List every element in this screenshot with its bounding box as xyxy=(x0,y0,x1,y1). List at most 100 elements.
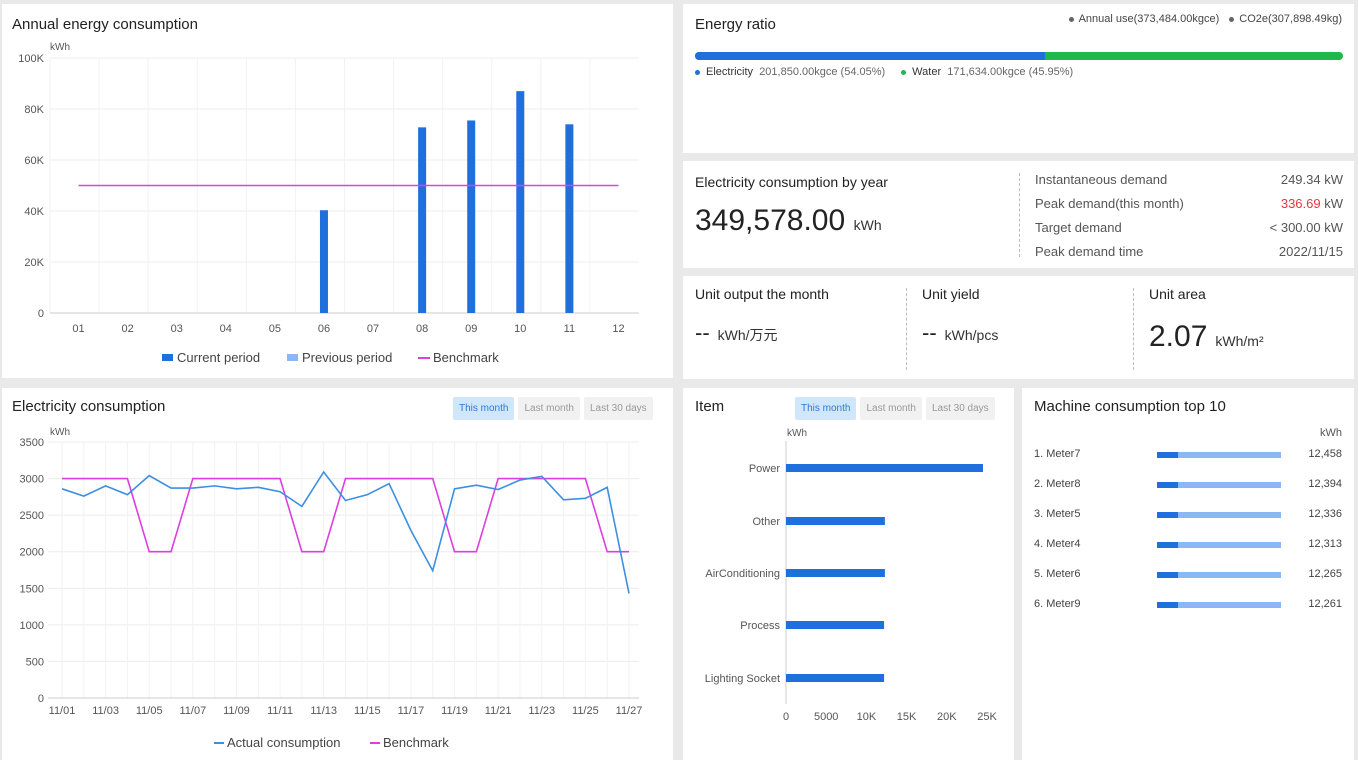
elec-xtick: 11/01 xyxy=(49,705,76,717)
annual-xtick: 12 xyxy=(612,323,624,335)
demand-value: < 300.00 kW xyxy=(1269,220,1343,235)
machine-name: 2. Meter8 xyxy=(1034,478,1081,490)
item-panel: Item kWh 0 5000 10K 15K 20K 25K Power Other AirCo… xyxy=(683,388,1014,760)
item-category-label: Power xyxy=(749,463,781,475)
annual-xtick: 11 xyxy=(564,323,575,335)
item-tab-this-month[interactable]: This month xyxy=(795,397,857,420)
annual-bar-current xyxy=(516,91,525,314)
demand-value: 249.34 kW xyxy=(1280,172,1343,187)
elec-xtick: 11/17 xyxy=(398,705,425,717)
item-category-label: AirConditioning xyxy=(705,568,780,580)
elec-xtick: 11/05 xyxy=(136,705,163,717)
annual-ytick: 80K xyxy=(24,104,44,116)
machine-bar-fill xyxy=(1157,512,1179,518)
elec-series-line xyxy=(61,470,630,594)
elec-xtick: 11/27 xyxy=(616,705,643,717)
item-tab-last-30-days[interactable]: Last 30 days xyxy=(925,397,995,420)
elec-xtick: 11/07 xyxy=(179,705,206,717)
electricity-label: Electricity xyxy=(706,66,754,78)
elec-xtick: 11/03 xyxy=(92,705,119,717)
item-tabs: This month Last month Last 30 days xyxy=(795,397,995,420)
machine-value: 12,336 xyxy=(1308,508,1342,520)
machine-top10-panel: Machine consumption top 10 kWh 1. Meter7… xyxy=(1022,388,1354,760)
unit-card-title: Unit output the month xyxy=(695,286,829,302)
unit-card-value-line: 2.07 kWh/m² xyxy=(1149,320,1264,354)
elec-tab-this-month[interactable]: This month xyxy=(453,397,515,420)
yearly-unit: kWh xyxy=(853,217,882,233)
elec-tab-last-30-days[interactable]: Last 30 days xyxy=(583,397,653,420)
demand-row: Peak demand time 2022/11/15 xyxy=(1035,243,1343,267)
unit-card-value-line: -- kWh/pcs xyxy=(922,320,998,346)
elec-series-line xyxy=(62,477,629,553)
machine-row: 1. Meter7 12,458 xyxy=(1034,446,1342,476)
yearly-value-line: 349,578.00 kWh xyxy=(695,204,882,238)
machines-title: Machine consumption top 10 xyxy=(1034,398,1226,415)
elec-tab-last-month[interactable]: Last month xyxy=(518,397,580,420)
elec-ytick: 1500 xyxy=(20,583,44,595)
item-bar xyxy=(786,569,885,577)
item-category-label: Other xyxy=(752,516,780,528)
demand-label: Peak demand(this month) xyxy=(1035,196,1184,211)
demand-value-peak: 336.69 xyxy=(1280,196,1321,211)
electricity-value: 201,850.00kgce (54.05%) xyxy=(759,66,886,78)
item-title: Item xyxy=(695,398,725,415)
annual-title: Annual energy consumption xyxy=(12,16,198,33)
demand-value: 2022/11/15 xyxy=(1278,244,1343,259)
demand-label: Target demand xyxy=(1035,220,1122,235)
item-bar xyxy=(786,517,885,525)
item-xtick: 20K xyxy=(937,711,957,723)
elec-xtick: 11/11 xyxy=(267,705,293,717)
item-category-label: Lighting Socket xyxy=(705,673,780,685)
annual-xtick: 10 xyxy=(514,323,526,335)
demand-row: Peak demand(this month) 336.69 kW xyxy=(1035,195,1343,219)
elec-xtick: 11/15 xyxy=(354,705,381,717)
energy-ratio-panel: Energy ratio Annual use(373,484.00kgce) … xyxy=(683,4,1354,153)
annual-xtick: 05 xyxy=(269,323,281,335)
machine-row: 6. Meter9 12,261 xyxy=(1034,596,1342,626)
demand-list: Instantaneous demand 249.34 kW Peak demand… xyxy=(1035,171,1343,267)
co2-text: CO2e(307,898.49kg) xyxy=(1239,13,1342,25)
elec-ytick: 1000 xyxy=(20,620,44,632)
elec-xtick: 11/25 xyxy=(572,705,599,717)
unit-cards: Unit output the month -- kWh/万元 Unit yield -… xyxy=(683,276,1354,379)
annual-chart: kWh 0 20K 40K 60K 80K 100K 01 02 03 04 05 06 07 08 09 10… xyxy=(18,42,639,365)
annual-xtick: 08 xyxy=(416,323,428,335)
elec-unit: kWh xyxy=(50,427,70,438)
item-category-label: Process xyxy=(740,620,780,632)
annual-unit: kWh xyxy=(50,42,70,53)
machine-name: 3. Meter5 xyxy=(1034,508,1081,520)
annual-ytick: 60K xyxy=(24,155,44,167)
elec-legend-label: Actual consumption xyxy=(227,735,340,750)
ratio-legend: Electricity 201,850.00kgce (54.05%) Wate… xyxy=(695,66,1073,78)
annual-xtick: 01 xyxy=(72,323,84,335)
item-tab-last-month[interactable]: Last month xyxy=(860,397,922,420)
item-xtick: 15K xyxy=(897,711,917,723)
co2-dot xyxy=(1229,16,1235,22)
elec-xtick: 11/21 xyxy=(485,705,512,717)
annual-legend-label: Current period xyxy=(177,350,260,365)
machine-bar-track xyxy=(1157,482,1281,488)
demand-row: Instantaneous demand 249.34 kW xyxy=(1035,171,1343,195)
machine-bar-track xyxy=(1157,452,1281,458)
machine-value: 12,313 xyxy=(1308,538,1342,550)
unit-card-title: Unit area xyxy=(1149,286,1206,302)
elec-ytick: 2000 xyxy=(20,547,44,559)
machine-bar-fill xyxy=(1157,542,1179,548)
unit-divider xyxy=(906,288,907,370)
machine-bar-track xyxy=(1157,512,1281,518)
unit-card-value: -- xyxy=(695,320,710,345)
machine-value: 12,265 xyxy=(1308,568,1342,580)
item-bar xyxy=(786,674,885,682)
machine-value: 12,394 xyxy=(1308,478,1342,490)
item-xtick: 0 xyxy=(783,711,789,723)
machine-row: 2. Meter8 12,394 xyxy=(1034,476,1342,506)
elec-ytick: 2500 xyxy=(20,510,44,522)
annual-xtick: 02 xyxy=(122,323,134,335)
machine-bar-fill xyxy=(1157,482,1179,488)
electricity-dot xyxy=(695,69,700,75)
annual-use-item: Annual use(373,484.00kgce) xyxy=(1068,13,1219,25)
item-xtick: 25K xyxy=(977,711,997,723)
annual-bar-current xyxy=(418,127,427,313)
unit-divider xyxy=(1133,288,1134,370)
unit-card-value: -- xyxy=(922,320,937,345)
